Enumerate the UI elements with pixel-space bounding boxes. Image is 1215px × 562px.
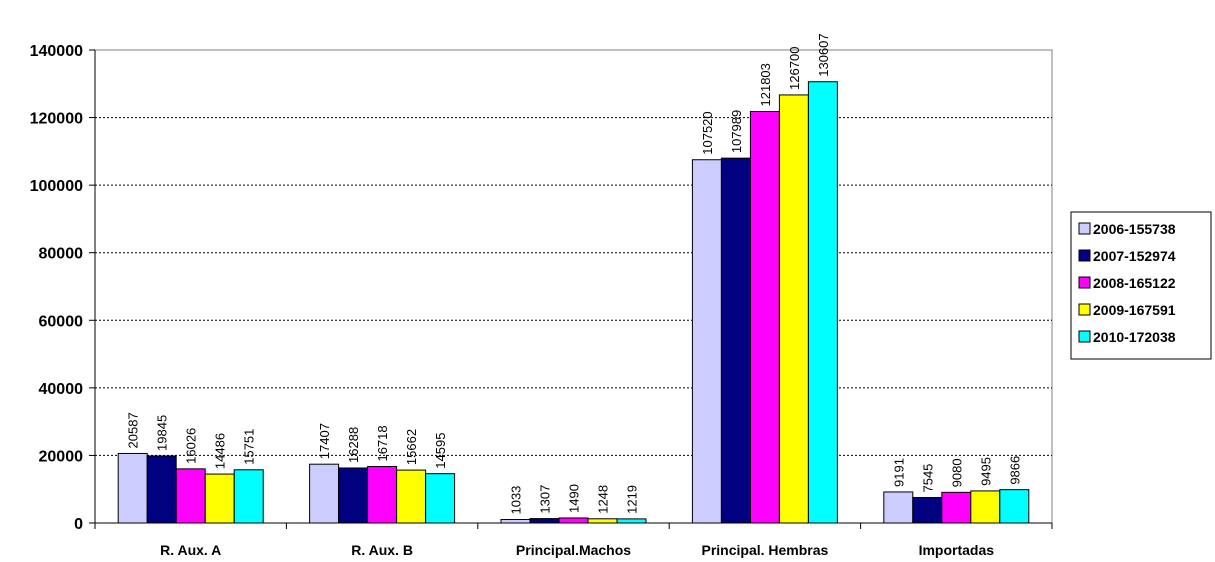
legend-box: [1070, 211, 1212, 360]
bar: [500, 519, 531, 524]
data-label: 107520: [700, 111, 715, 154]
data-label: 9080: [949, 458, 964, 487]
legend-swatch: [1078, 330, 1091, 343]
bar: [807, 81, 838, 524]
bar: [338, 467, 369, 524]
legend-swatch: [1078, 222, 1091, 235]
bar: [778, 94, 809, 524]
x-axis: R. Aux. A R. Aux. B Principal.Machos Princi…: [94, 522, 1053, 558]
data-label: 17407: [317, 423, 332, 459]
legend-label: 2009-167591: [1093, 302, 1176, 318]
y-tick-label: 80000: [39, 246, 84, 263]
x-tick-label: Principal.Machos: [516, 542, 631, 558]
data-label: 9495: [978, 457, 993, 486]
data-label: 16718: [375, 425, 390, 461]
plot-area: [94, 49, 1053, 524]
bar: [691, 159, 722, 524]
y-axis: 0 20000 40000 60000 80000 100000 120000 140000: [30, 43, 96, 533]
data-label: 130607: [816, 33, 831, 76]
bar: [749, 110, 780, 524]
y-tick-label: 40000: [39, 381, 84, 398]
legend-swatch: [1078, 303, 1091, 316]
x-tick-label: R. Aux. A: [160, 542, 221, 558]
data-label: 126700: [787, 47, 802, 90]
data-label: 16026: [184, 428, 199, 464]
bar: [720, 157, 751, 524]
x-tick-label: Importadas: [919, 542, 995, 558]
data-label: 15662: [404, 429, 419, 465]
data-label: 1033: [509, 486, 524, 515]
data-label: 107989: [729, 110, 744, 153]
y-tick-label: 140000: [30, 43, 83, 60]
bar: [587, 518, 618, 524]
legend-label: 2008-165122: [1093, 275, 1176, 291]
data-label: 9866: [1007, 456, 1022, 485]
data-label: 14595: [433, 433, 448, 469]
plot-area-border: [94, 49, 1053, 524]
gridlines: [95, 117, 1052, 456]
legend-label: 2010-172038: [1093, 329, 1176, 345]
legend-swatch: [1078, 276, 1091, 289]
y-tick-label: 100000: [30, 178, 83, 195]
data-label: 1490: [567, 484, 582, 513]
bar: [558, 517, 589, 524]
data-label: 15751: [242, 429, 257, 465]
y-tick-label: 0: [74, 516, 83, 533]
bar: [233, 469, 264, 524]
y-tick-label: 60000: [39, 313, 84, 330]
data-label: 121803: [758, 63, 773, 106]
bar: [117, 452, 148, 524]
bars: [117, 81, 1030, 524]
x-tick-label: Principal. Hembras: [701, 542, 828, 558]
legend-label: 2006-155738: [1093, 221, 1176, 237]
data-label: 1307: [538, 485, 553, 514]
bar: [309, 463, 340, 524]
bar: [204, 473, 235, 524]
data-label: 1219: [625, 485, 640, 514]
data-label: 9191: [891, 458, 906, 487]
data-label: 14486: [213, 433, 228, 469]
data-label: 1248: [596, 485, 611, 514]
bar: [367, 466, 398, 524]
legend-swatch: [1078, 249, 1091, 262]
bar: [396, 469, 427, 524]
legend-label: 2007-152974: [1093, 248, 1176, 264]
x-tick-label: R. Aux. B: [351, 542, 413, 558]
bar: [616, 518, 647, 524]
data-label: 20587: [126, 412, 141, 448]
bar: [941, 491, 972, 524]
bar: [970, 490, 1001, 524]
bar: [529, 518, 560, 524]
y-tick-label: 120000: [30, 111, 83, 128]
y-tick-label: 20000: [39, 448, 84, 465]
bar: [883, 491, 914, 524]
bar: [146, 455, 177, 524]
bar: [175, 468, 206, 524]
data-label: 19845: [155, 415, 170, 451]
bar: [912, 497, 943, 524]
data-label: 16288: [346, 427, 361, 463]
bar: [999, 489, 1030, 524]
legend: 2006-155738 2007-152974 2008-165122 2009-16…: [1070, 211, 1212, 360]
data-labels: 20587 19845 16026 14486 15751 17407 16288 16718…: [126, 33, 1023, 514]
bar: [425, 473, 456, 524]
data-label: 7545: [920, 464, 935, 493]
